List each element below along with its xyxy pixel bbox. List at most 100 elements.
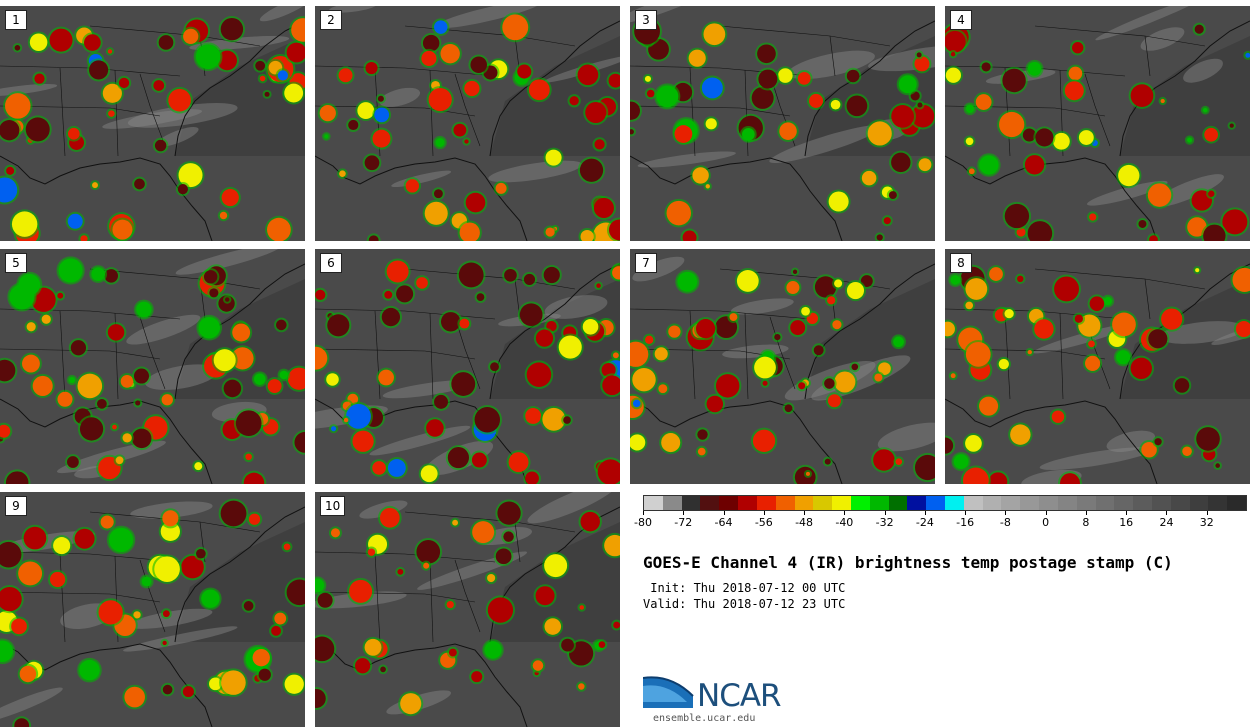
colorbar-cell [926, 496, 945, 510]
colorbar-tick-label: 16 [1119, 516, 1134, 529]
panel-number: 1 [5, 10, 27, 30]
colorbar-ticks: -80 -72 -64 -56 -48 -40 -32 -24 -16 -8 0 8 16 24 32 [634, 511, 1247, 531]
colorbar-cell [1095, 496, 1115, 510]
colorbar-cell [1227, 496, 1246, 510]
colorbar-cell [963, 496, 983, 510]
panel-number: 10 [320, 496, 346, 516]
map-6 [315, 249, 620, 484]
panel-number: 4 [950, 10, 972, 30]
colorbar-tick-label: -80 [634, 516, 652, 529]
member-panel-8: 8 [945, 249, 1250, 484]
panel-number: 7 [635, 253, 657, 273]
valid-time: Valid: Thu 2018-07-12 23 UTC [643, 597, 846, 611]
colorbar-cell [907, 496, 927, 510]
colorbar-cell [869, 496, 889, 510]
colorbar-cell [662, 496, 682, 510]
colorbar-cell [813, 496, 833, 510]
map-3 [630, 6, 935, 241]
colorbar-tick [1005, 511, 1007, 515]
logo-text: NCAR [697, 678, 782, 714]
colorbar-cell [756, 496, 776, 510]
member-panel-4: 4 [945, 6, 1250, 241]
colorbar-tick-label: -64 [714, 516, 733, 529]
colorbar-tick [844, 511, 846, 515]
colorbar-cell [1170, 496, 1190, 510]
colorbar-cell [1020, 496, 1040, 510]
colorbar-tick-label: 24 [1159, 516, 1174, 529]
panel-number: 2 [320, 10, 342, 30]
member-panel-5: 5 [0, 249, 305, 484]
colorbar-cell [1057, 496, 1077, 510]
colorbar-tick [1045, 511, 1047, 515]
colorbar-tick-label: -8 [999, 516, 1011, 529]
colorbar-tick-label: -72 [674, 516, 693, 529]
colorbar-tick [804, 511, 806, 515]
colorbar-tick-label: 8 [1082, 516, 1090, 529]
colorbar-cell [719, 496, 739, 510]
colorbar-tick [763, 511, 765, 515]
colorbar-cell [1151, 496, 1171, 510]
map-5 [0, 249, 305, 484]
init-time: Init: Thu 2018-07-12 00 UTC [643, 581, 846, 595]
colorbar-tick [1166, 511, 1168, 515]
colorbar-cell [945, 496, 964, 510]
colorbar-cell [982, 496, 1002, 510]
map-4 [945, 6, 1250, 241]
map-9 [0, 492, 305, 727]
colorbar-tick [723, 511, 725, 515]
colorbar-cell [738, 496, 757, 510]
colorbar-tick-label: -56 [754, 516, 773, 529]
map-7 [630, 249, 935, 484]
member-panel-3: 3 [630, 6, 935, 241]
colorbar-cell [775, 496, 795, 510]
colorbar-tick-label: 0 [1042, 516, 1050, 529]
colorbar-cell [1133, 496, 1152, 510]
colorbar-tick [643, 511, 644, 515]
member-panel-1: 1 [0, 6, 305, 241]
colorbar-cell [832, 496, 851, 510]
colorbar-tick [965, 511, 967, 515]
member-panel-7: 7 [630, 249, 935, 484]
colorbar-cell [1189, 496, 1209, 510]
colorbar-cell [644, 496, 663, 510]
colorbar-tick-label: -24 [915, 516, 934, 529]
member-panel-9: 9 [0, 492, 305, 727]
panel-number: 6 [320, 253, 342, 273]
colorbar-tick-label: 32 [1199, 516, 1214, 529]
panel-number: 3 [635, 10, 657, 30]
panel-number: 8 [950, 253, 972, 273]
colorbar-tick [683, 511, 685, 515]
colorbar-cell [1001, 496, 1021, 510]
colorbar-cell [1076, 496, 1096, 510]
map-8 [945, 249, 1250, 484]
colorbar-cell [888, 496, 908, 510]
colorbar-tick [1126, 511, 1128, 515]
member-panel-10: 10 [315, 492, 620, 727]
colorbar [643, 495, 1247, 511]
colorbar-tick-label: -48 [795, 516, 814, 529]
colorbar-cell [1039, 496, 1058, 510]
map-10 [315, 492, 620, 727]
colorbar-tick-label: -32 [875, 516, 894, 529]
panel-number: 5 [5, 253, 27, 273]
colorbar-tick-label: -16 [956, 516, 975, 529]
map-2 [315, 6, 620, 241]
member-panel-2: 2 [315, 6, 620, 241]
logo-url: ensemble.ucar.edu [653, 713, 756, 724]
colorbar-cell [850, 496, 870, 510]
colorbar-tick [1085, 511, 1087, 515]
ncar-logo-icon [643, 676, 694, 708]
colorbar-cell [681, 496, 701, 510]
colorbar-tick [884, 511, 886, 515]
colorbar-tick [924, 511, 926, 515]
colorbar-cell [794, 496, 814, 510]
colorbar-tick-label: -40 [835, 516, 854, 529]
colorbar-tick [1206, 511, 1208, 515]
map-1 [0, 6, 305, 241]
member-panel-6: 6 [315, 249, 620, 484]
colorbar-cell [1208, 496, 1228, 510]
figure-title: GOES-E Channel 4 (IR) brightness temp po… [643, 553, 1173, 572]
panel-number: 9 [5, 496, 27, 516]
colorbar-cell [700, 496, 720, 510]
colorbar-cell [1114, 496, 1134, 510]
